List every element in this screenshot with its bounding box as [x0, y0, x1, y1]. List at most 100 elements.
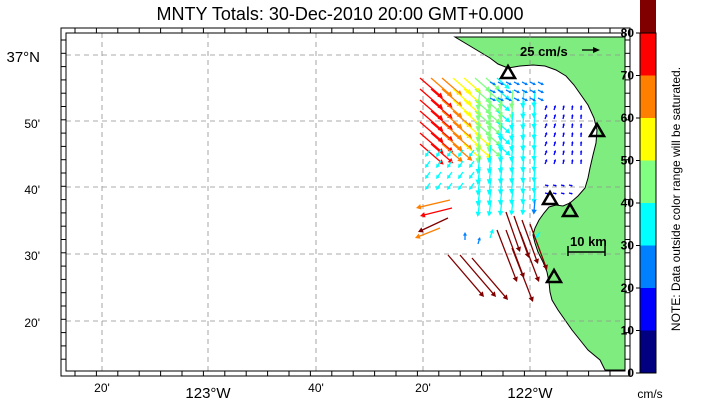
- lat-label-40: 40': [24, 183, 40, 197]
- current-vector-head: [534, 276, 540, 282]
- current-vector-head: [469, 152, 473, 157]
- current-vector: [485, 143, 500, 156]
- triangle-icon: [498, 63, 518, 80]
- current-vector: [441, 110, 461, 128]
- current-vector: [522, 122, 525, 138]
- current-vector: [463, 143, 481, 159]
- lon-label-122w: 122°W: [507, 385, 553, 402]
- current-vector-head: [579, 150, 583, 153]
- current-vector: [419, 88, 442, 108]
- current-vector: [499, 188, 503, 203]
- current-vector: [452, 77, 470, 93]
- current-vector-head: [540, 82, 544, 86]
- colorbar-segment: [640, 0, 656, 33]
- current-vector: [510, 122, 514, 138]
- current-vector-head: [562, 141, 565, 144]
- current-vector-head: [544, 114, 548, 117]
- colorbar-tick-label: 10: [621, 324, 635, 338]
- current-vector: [488, 199, 492, 214]
- current-vector: [419, 77, 442, 97]
- current-vector: [522, 155, 525, 170]
- current-vector: [496, 132, 509, 144]
- current-vector-head: [500, 82, 504, 86]
- current-vector: [477, 100, 481, 118]
- current-vector: [510, 166, 514, 181]
- current-vector-head: [553, 114, 557, 117]
- current-vector: [499, 111, 503, 128]
- current-vector-head: [509, 210, 515, 216]
- longitude-labels: 20' 123°W 40' 20' 122°W: [94, 381, 553, 402]
- current-vector: [533, 133, 536, 148]
- current-vector-head: [469, 163, 473, 168]
- current-vector: [488, 100, 492, 118]
- current-vector: [477, 177, 481, 193]
- current-vector-head: [579, 141, 583, 144]
- current-vector: [510, 100, 514, 117]
- current-vector-head: [544, 105, 548, 108]
- current-vector-head: [562, 105, 565, 108]
- colorbar-unit: cm/s: [637, 387, 662, 401]
- colorbar-segment: [640, 330, 656, 373]
- colorbar-segment: [640, 75, 656, 118]
- current-vector: [499, 177, 503, 192]
- current-vector: [485, 121, 499, 134]
- colorbar-segment: [640, 33, 656, 76]
- current-vector: [522, 177, 525, 191]
- current-vector-head: [554, 192, 557, 195]
- current-vector: [485, 110, 499, 123]
- current-vector-head: [553, 105, 557, 108]
- current-vector: [522, 89, 525, 106]
- current-vector-head: [544, 141, 548, 144]
- current-vector: [474, 143, 490, 157]
- current-vector: [419, 110, 442, 130]
- colorbar-segment: [640, 245, 656, 288]
- current-vector-head: [571, 114, 574, 117]
- current-vector: [488, 166, 492, 182]
- current-vector-head: [495, 151, 502, 158]
- map-ticks: [61, 28, 630, 376]
- current-vector: [419, 132, 442, 152]
- current-vector-head: [579, 132, 583, 135]
- current-vector-head: [477, 237, 481, 241]
- current-vector-head: [579, 105, 583, 108]
- current-vector-head: [436, 163, 440, 168]
- current-vector-head: [504, 139, 511, 145]
- current-vector-head: [458, 185, 462, 190]
- latitude-labels: 37°N 50' 40' 30' 20': [6, 49, 40, 330]
- current-vector: [510, 111, 514, 128]
- land-mass: [453, 36, 626, 371]
- current-vector-head: [418, 227, 424, 233]
- current-vector: [522, 199, 525, 213]
- scale-bar-label: 10 km: [570, 234, 607, 249]
- current-vector-head: [571, 132, 574, 135]
- current-vector: [463, 77, 480, 92]
- current-vector-head: [478, 291, 484, 297]
- map-frame-outer: [60, 27, 631, 377]
- lon-label-20-west: 20': [94, 381, 110, 395]
- current-vector-head: [457, 156, 463, 163]
- current-vector: [510, 188, 514, 202]
- triangle-icon: [587, 121, 607, 138]
- current-vector-head: [492, 82, 496, 86]
- current-vector: [422, 207, 453, 216]
- current-vector: [519, 231, 539, 280]
- current-vector-head: [532, 82, 536, 86]
- current-vector: [477, 199, 481, 215]
- current-vector-head: [516, 98, 520, 102]
- current-vector: [522, 144, 525, 159]
- colorbar: 80 70 60 50 40 30 20 10 0: [621, 0, 657, 380]
- current-vector: [441, 77, 461, 94]
- current-vector: [488, 122, 492, 139]
- current-vector: [499, 100, 503, 117]
- current-vector: [418, 199, 451, 208]
- lat-label-30: 30': [24, 249, 40, 263]
- current-vector-head: [447, 152, 451, 157]
- current-vector-head: [504, 128, 511, 134]
- scale-arrow-head-icon: [593, 47, 600, 53]
- current-vector-head: [469, 185, 473, 190]
- current-vector-head: [492, 98, 496, 102]
- current-vector-head: [570, 184, 573, 187]
- current-vector: [430, 121, 452, 140]
- colorbar-tick-label: 70: [621, 69, 635, 83]
- current-vector-head: [542, 264, 548, 270]
